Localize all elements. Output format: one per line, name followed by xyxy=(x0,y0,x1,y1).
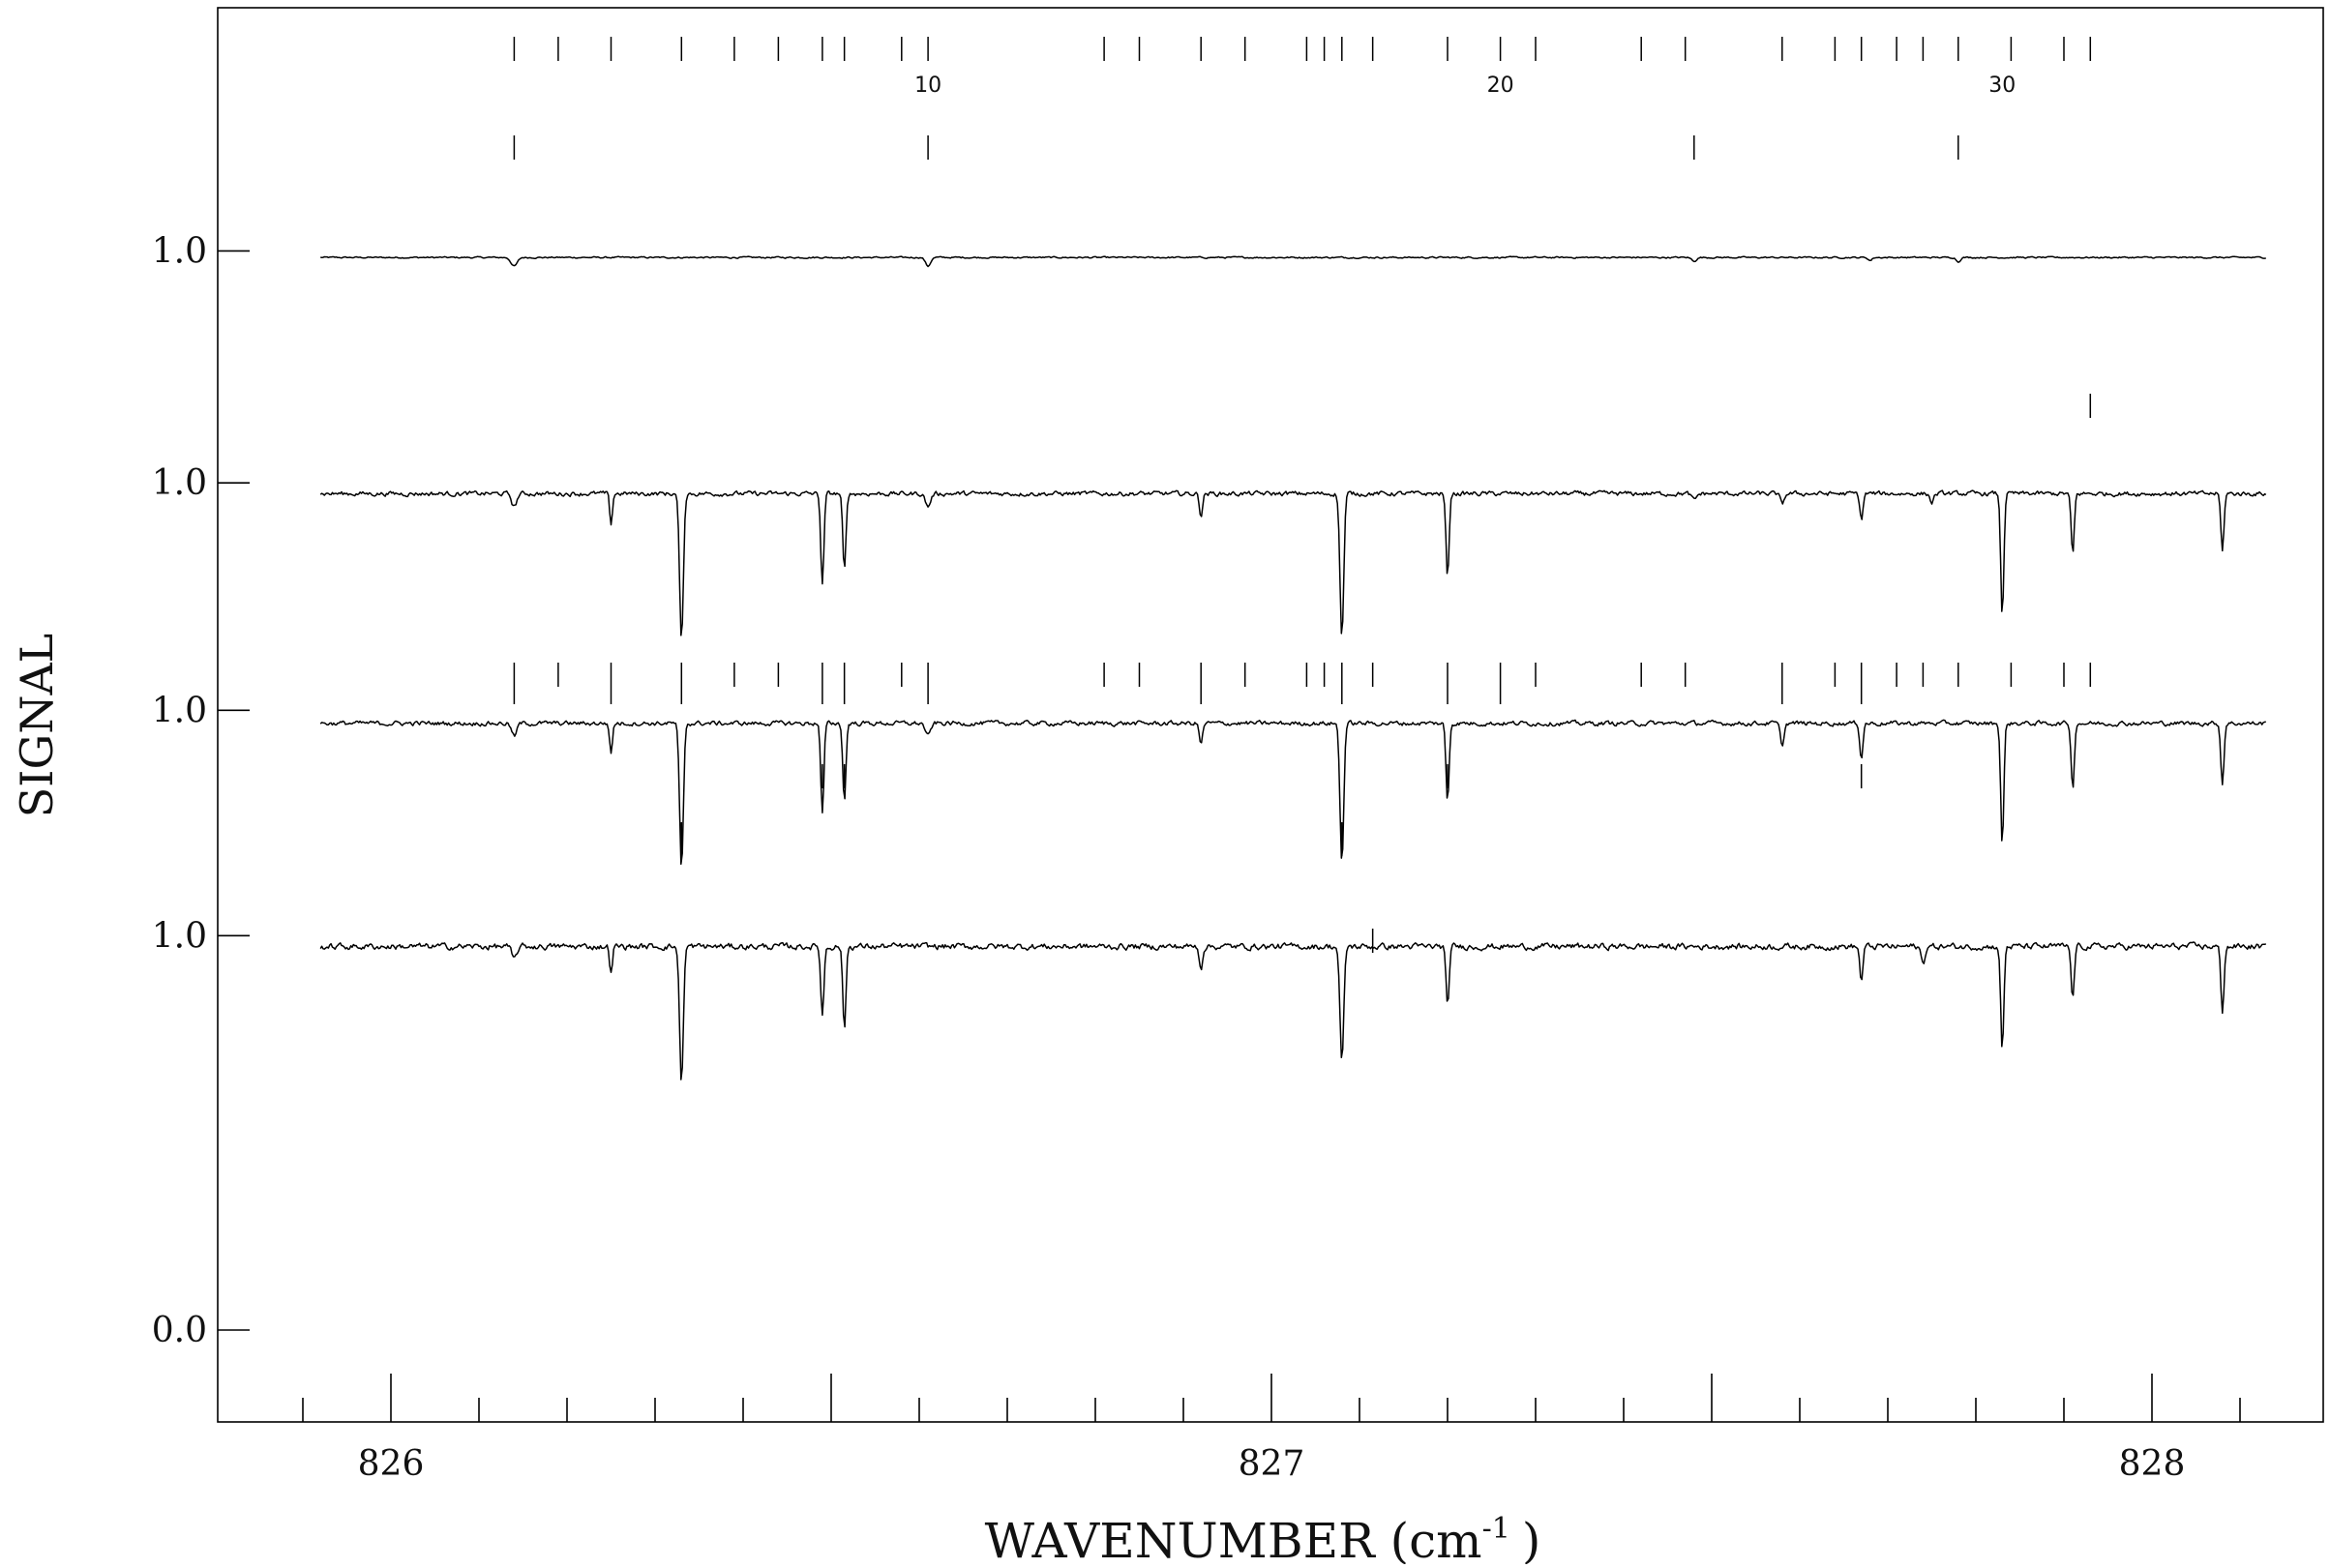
spectrum-line-3 xyxy=(319,719,2266,866)
x-axis: 826 827 828 xyxy=(302,1374,2241,1484)
spectrum-line-2 xyxy=(319,489,2267,636)
line-number-label: 10 xyxy=(914,74,941,98)
x-axis-label-exponent: -1 xyxy=(1482,1512,1510,1546)
spectrum-line-1 xyxy=(320,255,2266,268)
line-number-label: 30 xyxy=(1988,74,2016,98)
x-axis-label-main: WAVENUMBER (cm xyxy=(985,1513,1482,1564)
y-tick-label: 1.0 xyxy=(152,231,207,271)
spectra-group xyxy=(319,255,2267,1080)
x-axis-label-close: ) xyxy=(1522,1513,1541,1564)
x-tick-label: 827 xyxy=(1239,1444,1305,1484)
y-tick-label: 0.0 xyxy=(152,1311,207,1350)
plot-frame xyxy=(217,7,2324,1423)
line-number-label: 20 xyxy=(1487,74,1514,98)
spectrum-line-4 xyxy=(319,941,2267,1080)
y-tick-label: 1.0 xyxy=(152,463,207,503)
y-tick-label: 1.0 xyxy=(152,916,207,956)
x-tick-label: 826 xyxy=(358,1444,425,1484)
y-axis: 1.0 1.0 1.0 1.0 0.0 xyxy=(152,231,250,1350)
line-markers-group: 10 20 30 xyxy=(513,37,2092,953)
y-axis-label: SIGNAL xyxy=(11,634,63,817)
x-axis-label: WAVENUMBER (cm-1) xyxy=(985,1512,1541,1564)
y-tick-label: 1.0 xyxy=(152,691,207,730)
x-tick-label: 828 xyxy=(2119,1444,2186,1484)
